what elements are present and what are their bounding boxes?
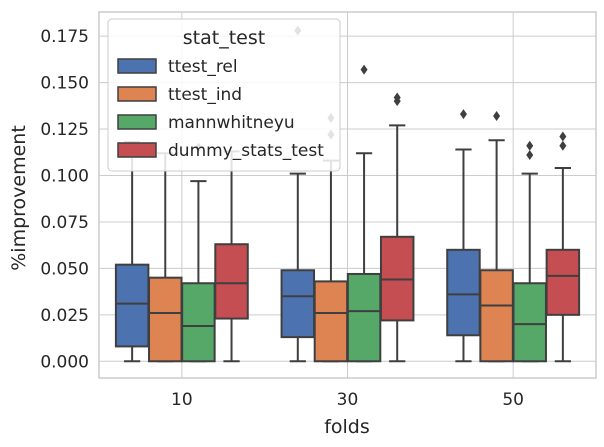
y-tick-label: 0.000 — [40, 352, 89, 372]
box-ttest_rel-50 — [446, 109, 481, 363]
box-iqr — [446, 248, 481, 337]
y-tick-label: 0.175 — [40, 27, 89, 47]
box-dummy_stats_test-50 — [545, 131, 581, 363]
legend-swatch — [117, 114, 157, 130]
legend-frame — [107, 18, 341, 172]
legend-title: stat_test — [183, 27, 265, 49]
flier-point — [393, 92, 401, 103]
box-dummy_stats_test-30 — [379, 92, 415, 363]
y-tick-label: 0.125 — [40, 120, 89, 140]
legend-entry-label: dummy_stats_test — [168, 141, 324, 161]
box-mannwhitneyu-30 — [346, 64, 382, 363]
legend: stat_test ttest_rel ttest_ind mannwhitneyu d… — [107, 18, 341, 172]
legend-swatch — [117, 86, 157, 102]
box-iqr — [148, 276, 183, 363]
box-dummy_stats_test-10 — [214, 150, 249, 363]
legend-entry-label: mannwhitneyu — [168, 113, 295, 133]
box-iqr — [214, 243, 249, 320]
box-iqr — [114, 263, 150, 348]
box-ttest_rel-10 — [114, 141, 150, 363]
y-tick-label: 0.050 — [40, 259, 89, 279]
flier-point — [559, 131, 567, 142]
legend-swatch — [117, 142, 157, 158]
flier-point — [360, 64, 368, 75]
x-tick-label: 30 — [337, 390, 359, 410]
tick-labels: 0.000 0.025 0.050 0.075 0.100 0.125 0.150 0.175… — [40, 27, 524, 410]
box-iqr — [512, 282, 547, 363]
box-ttest_ind-10 — [148, 152, 183, 363]
y-axis-label: %improvement — [8, 125, 30, 271]
x-tick-label: 10 — [171, 390, 193, 410]
legend-swatch — [117, 58, 157, 74]
flier-point — [526, 140, 534, 151]
y-tick-label: 0.025 — [40, 306, 89, 326]
x-tick-label: 50 — [502, 390, 524, 410]
box-mannwhitneyu-50 — [512, 140, 547, 363]
box-ttest_ind-50 — [479, 111, 514, 363]
legend-entry-label: ttest_ind — [168, 85, 242, 105]
legend-entry-label: ttest_rel — [168, 57, 238, 77]
flier-point — [459, 109, 467, 120]
y-tick-label: 0.150 — [40, 74, 89, 94]
plot-frame — [98, 11, 597, 379]
box-mannwhitneyu-10 — [181, 142, 216, 363]
y-tick-label: 0.100 — [40, 166, 89, 186]
y-tick-label: 0.075 — [40, 213, 89, 233]
box-iqr — [313, 280, 349, 363]
box-iqr — [346, 272, 382, 363]
box-iqr — [181, 282, 216, 363]
box-series — [114, 25, 581, 363]
x-axis-label: folds — [324, 416, 370, 438]
box-ttest_rel-30 — [280, 25, 316, 363]
flier-point — [559, 140, 567, 151]
box-iqr — [280, 269, 316, 339]
box-iqr — [545, 248, 581, 316]
flier-point — [493, 111, 501, 122]
box-iqr — [479, 269, 514, 363]
flier-point — [526, 150, 534, 161]
axes-spines — [98, 11, 597, 379]
